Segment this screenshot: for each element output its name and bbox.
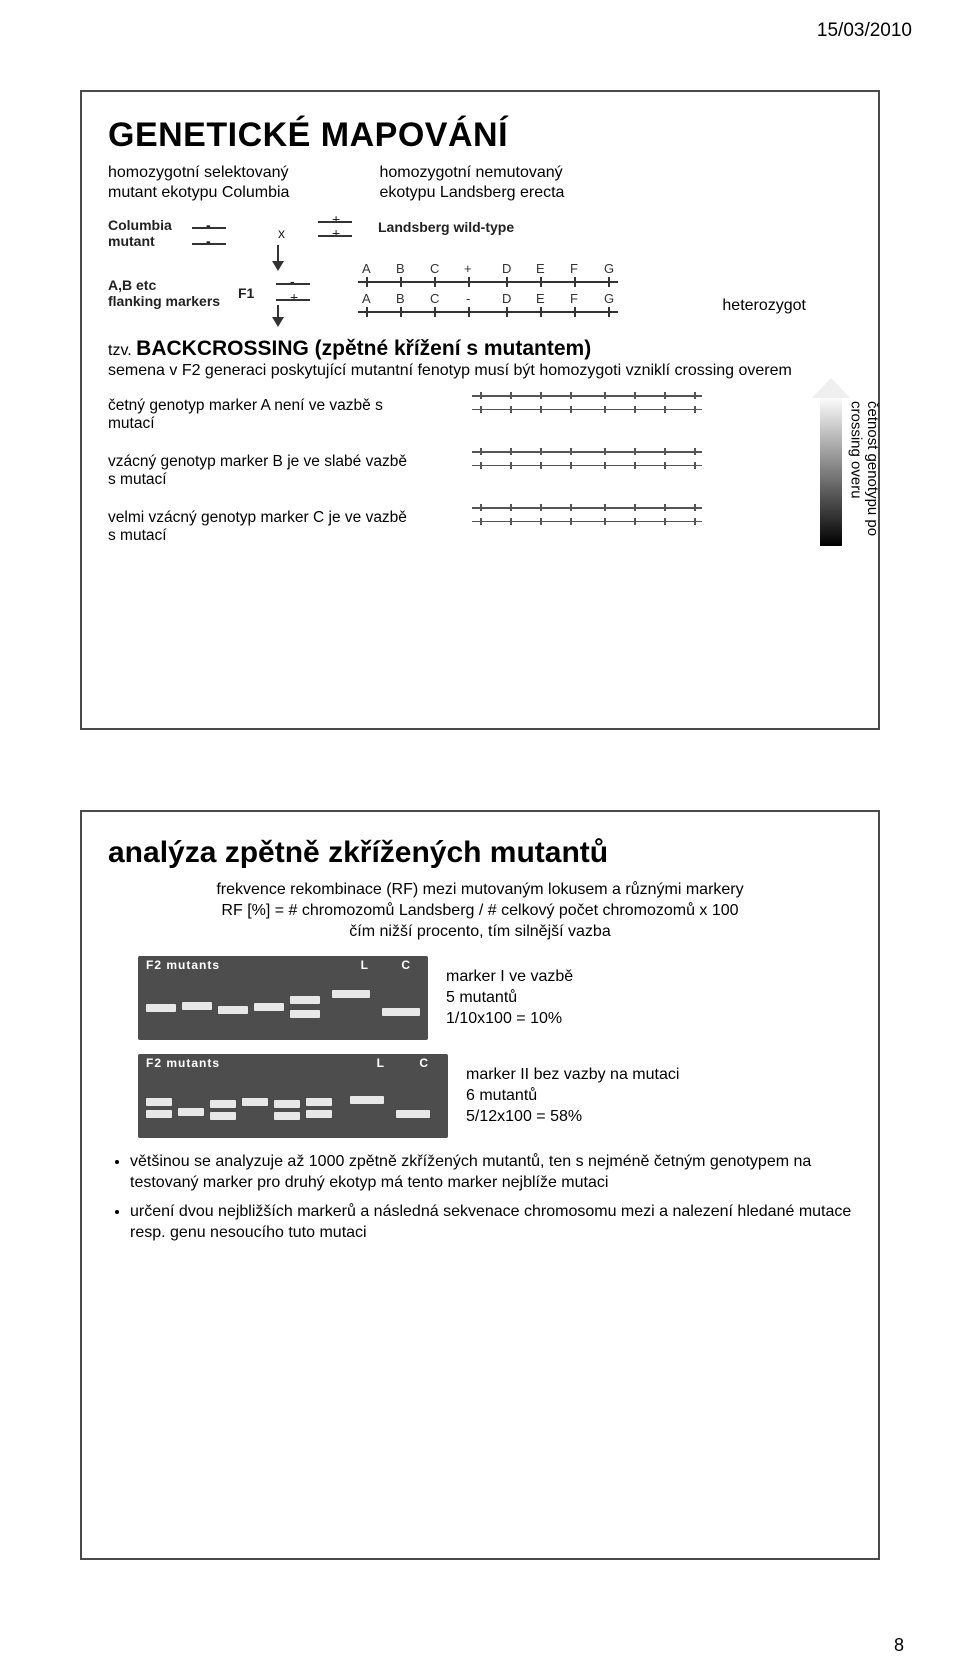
g-C: C	[430, 261, 439, 276]
g2-F: F	[570, 291, 578, 306]
center1: frekvence rekombinace (RF) mezi mutovaný…	[108, 880, 852, 901]
col1-l2: mutant ekotypu Columbia	[108, 183, 289, 203]
gel1-C: C	[401, 958, 410, 972]
page-number: 8	[894, 1635, 904, 1656]
lbl-ab: A,B etc	[108, 277, 156, 293]
slide1-title: GENETICKÉ MAPOVÁNÍ	[108, 116, 852, 155]
g2-B: B	[396, 291, 405, 306]
gel2-t1: marker II bez vazby na mutaci	[466, 1065, 679, 1086]
slide-1: GENETICKÉ MAPOVÁNÍ homozygotní selektova…	[80, 90, 880, 730]
gel1-L: L	[361, 958, 368, 972]
g2-D: D	[502, 291, 511, 306]
bar-f1-bot	[276, 299, 310, 301]
genebar-bot: A B C - D E F G	[358, 311, 618, 313]
g2-C: C	[430, 291, 439, 306]
lbl-landsberg: Landsberg wild-type	[378, 219, 514, 235]
g-B: B	[396, 261, 405, 276]
gel2-L: L	[377, 1056, 384, 1070]
barset-2	[472, 507, 702, 523]
bullet-list: většinou se analyzuje až 1000 zpětně zkř…	[108, 1152, 852, 1243]
gel2-t2: 6 mutantů	[466, 1086, 679, 1107]
slide1-columns: homozygotní selektovaný mutant ekotypu C…	[108, 163, 852, 203]
col1: homozygotní selektovaný mutant ekotypu C…	[108, 163, 289, 203]
g-plus: +	[464, 261, 472, 276]
col2: homozygotní nemutovaný ekotypu Landsberg…	[379, 163, 564, 203]
gel1-t1: marker I ve vazbě	[446, 967, 573, 988]
bullet-1: většinou se analyzuje až 1000 zpětně zkř…	[130, 1152, 852, 1194]
gel2-t3: 5/12x100 = 58%	[466, 1107, 679, 1128]
g-D: D	[502, 261, 511, 276]
gel1-text: marker I ve vazbě 5 mutantů 1/10x100 = 1…	[446, 967, 573, 1029]
gradient-arrow: četnost genotypu po crossing overu	[820, 391, 842, 551]
bar-col-bot	[192, 243, 226, 245]
g-G: G	[604, 261, 614, 276]
arrow-down2-icon	[268, 305, 288, 327]
gel1-caption: F2 mutants	[146, 958, 220, 972]
lbl-minus3: -	[290, 273, 295, 289]
bar-ls-bot	[318, 235, 352, 237]
arrow-down-icon	[268, 245, 288, 271]
g2-G: G	[604, 291, 614, 306]
slide2-title: analýza zpětně zkřížených mutantů	[108, 836, 852, 870]
tzv: tzv.	[108, 342, 132, 359]
center3: čím nižší procento, tím silnější vazba	[108, 922, 852, 943]
g2-A: A	[362, 291, 371, 306]
genotype-bars: četnost genotypu po crossing overu	[472, 391, 852, 551]
g-A: A	[362, 261, 371, 276]
lbl-flanking: flanking markers	[108, 293, 220, 309]
bar-ls-top	[318, 221, 352, 223]
bar-f1-top	[276, 283, 310, 285]
g-F: F	[570, 261, 578, 276]
subtitle-row: tzv. BACKCROSSING (zpětné křížení s muta…	[108, 337, 852, 361]
bar-col-top	[192, 227, 226, 229]
genrow-1: vzácný genotyp marker B je ve slabé vazb…	[108, 453, 418, 489]
slide-2: analýza zpětně zkřížených mutantů frekve…	[80, 810, 880, 1560]
g2-minus: -	[466, 291, 470, 306]
gel1-t3: 1/10x100 = 10%	[446, 1009, 573, 1030]
lbl-mutant: mutant	[108, 233, 155, 249]
backcrossing-title: BACKCROSSING (zpětné křížení s mutantem)	[136, 337, 591, 360]
genrow-0: četný genotyp marker A není ve vazbě s m…	[108, 397, 418, 433]
center2: RF [%] = # chromozomů Landsberg / # celk…	[108, 901, 852, 922]
center-text: frekvence rekombinace (RF) mezi mutovaný…	[108, 880, 852, 942]
lbl-x: x	[278, 225, 285, 241]
backcrossing-para: semena v F2 generaci poskytující mutantn…	[108, 361, 852, 381]
barset-1	[472, 451, 702, 467]
gel-row-1: F2 mutants L C marker I ve vazbě 5 mutan…	[138, 956, 852, 1040]
lbl-plus3: +	[290, 289, 298, 305]
barset-0	[472, 395, 702, 411]
lbl-f1: F1	[238, 285, 254, 301]
page-date: 15/03/2010	[817, 20, 912, 42]
lbl-columbia: Columbia	[108, 217, 172, 233]
gel1-t2: 5 mutantů	[446, 988, 573, 1009]
genrow-2: velmi vzácný genotyp marker C je ve vazb…	[108, 509, 418, 545]
gel2-C: C	[419, 1056, 428, 1070]
gel2-caption: F2 mutants	[146, 1056, 220, 1070]
genotype-labels: četný genotyp marker A není ve vazbě s m…	[108, 391, 418, 545]
col1-l1: homozygotní selektovaný	[108, 163, 289, 183]
heterozygot-label: heterozygot	[722, 297, 806, 315]
g-E: E	[536, 261, 545, 276]
lbl-plus2: +	[332, 225, 340, 241]
lbl-minus1: -	[206, 217, 211, 233]
col2-l2: ekotypu Landsberg erecta	[379, 183, 564, 203]
lbl-minus2: -	[206, 233, 211, 249]
gel2-text: marker II bez vazby na mutaci 6 mutantů …	[466, 1065, 679, 1127]
cross-diagram: Columbia mutant - - x + + Landsberg wild…	[108, 211, 852, 331]
gel-row-2: F2 mutants L C marker II bez vazby na mu…	[138, 1054, 852, 1138]
genebar-top: A B C + D E F G	[358, 281, 618, 283]
col2-l1: homozygotní nemutovaný	[379, 163, 564, 183]
g2-E: E	[536, 291, 545, 306]
bullet-2: určení dvou nejbližších markerů a násled…	[130, 1202, 852, 1244]
gel-1: F2 mutants L C	[138, 956, 428, 1040]
arrow-label: četnost genotypu po crossing overu	[847, 401, 880, 551]
gel-2: F2 mutants L C	[138, 1054, 448, 1138]
genotype-rows: četný genotyp marker A není ve vazbě s m…	[108, 391, 852, 551]
